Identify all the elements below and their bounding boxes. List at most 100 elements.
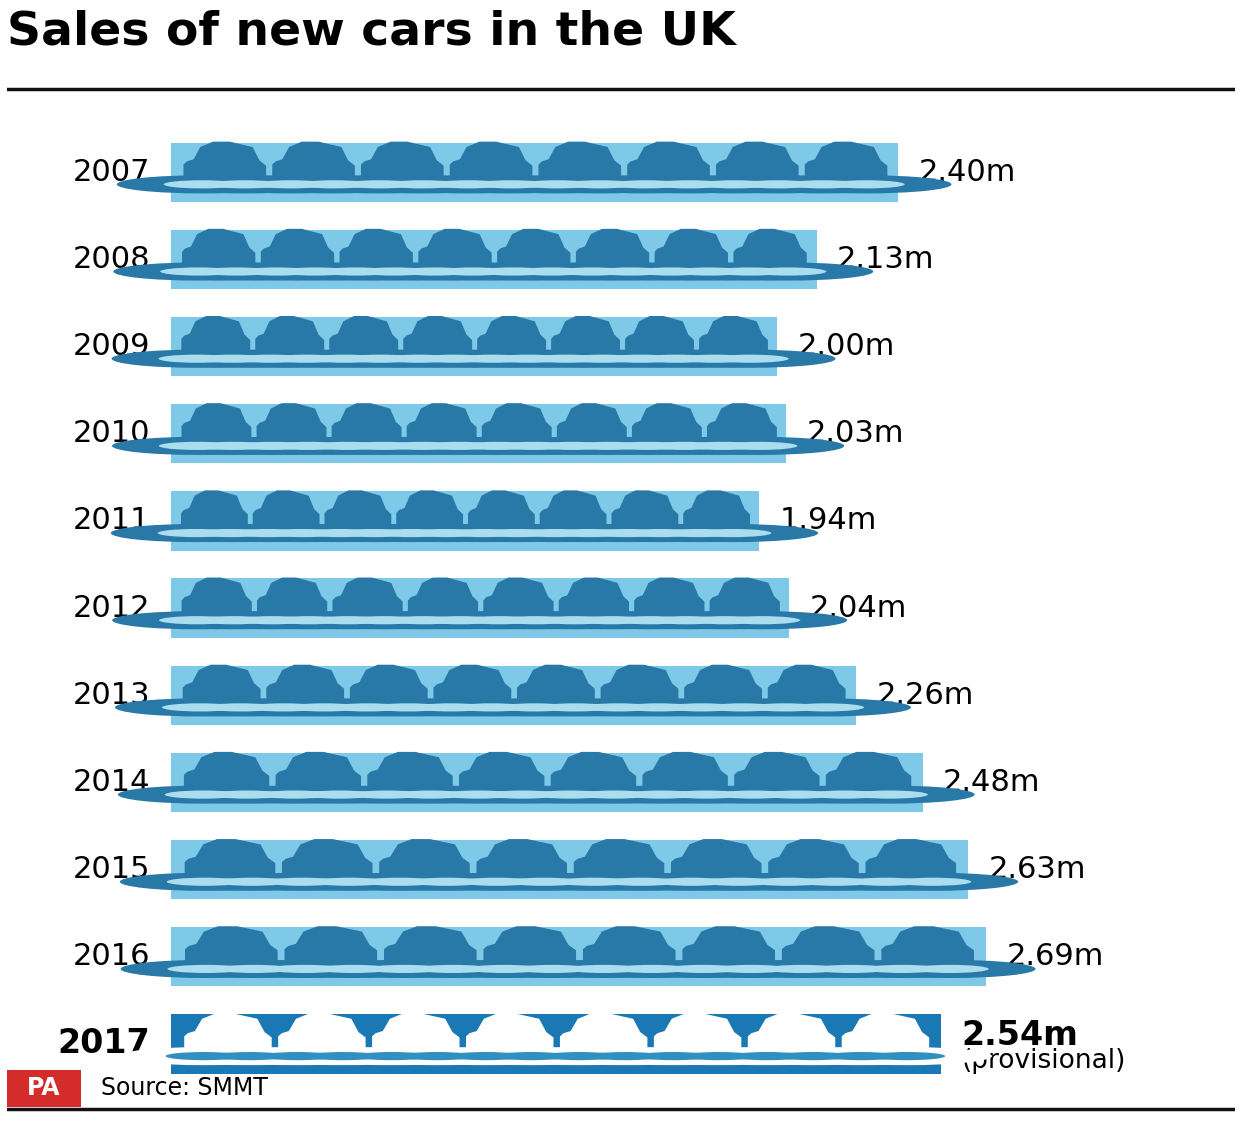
- Circle shape: [586, 262, 756, 280]
- Circle shape: [327, 524, 497, 542]
- Circle shape: [614, 524, 784, 542]
- Circle shape: [484, 785, 655, 803]
- Circle shape: [165, 1052, 242, 1060]
- Circle shape: [664, 965, 741, 973]
- Circle shape: [296, 350, 466, 368]
- Text: 2.54m: 2.54m: [961, 1019, 1078, 1052]
- Circle shape: [479, 529, 556, 537]
- Text: 2.69m: 2.69m: [1007, 943, 1104, 971]
- Text: 2009: 2009: [73, 332, 150, 361]
- Circle shape: [302, 785, 472, 803]
- Circle shape: [668, 791, 744, 799]
- Text: 1.94m: 1.94m: [780, 506, 877, 536]
- Circle shape: [504, 524, 674, 542]
- Circle shape: [230, 262, 401, 280]
- Circle shape: [260, 350, 430, 368]
- Circle shape: [704, 703, 780, 711]
- Circle shape: [650, 176, 820, 194]
- Circle shape: [565, 965, 642, 973]
- Circle shape: [262, 436, 432, 454]
- Polygon shape: [396, 490, 463, 536]
- Polygon shape: [477, 839, 568, 884]
- Circle shape: [621, 785, 791, 803]
- Circle shape: [345, 442, 422, 450]
- Polygon shape: [183, 228, 256, 274]
- Circle shape: [349, 262, 520, 280]
- Circle shape: [785, 180, 862, 188]
- Circle shape: [700, 878, 776, 885]
- Text: 2.26m: 2.26m: [877, 681, 974, 710]
- Circle shape: [460, 442, 535, 450]
- Circle shape: [484, 791, 561, 799]
- Circle shape: [334, 350, 504, 368]
- Circle shape: [199, 699, 369, 717]
- Circle shape: [348, 791, 425, 799]
- Circle shape: [214, 878, 291, 885]
- Circle shape: [160, 176, 330, 194]
- Circle shape: [159, 354, 235, 362]
- Polygon shape: [185, 926, 278, 972]
- Circle shape: [224, 611, 395, 629]
- Circle shape: [166, 878, 243, 885]
- Bar: [170, 753, 923, 812]
- Circle shape: [323, 699, 493, 717]
- Circle shape: [458, 873, 630, 891]
- Circle shape: [640, 611, 811, 629]
- Circle shape: [660, 529, 737, 537]
- Circle shape: [787, 703, 864, 711]
- Circle shape: [473, 180, 550, 188]
- Circle shape: [384, 180, 461, 188]
- Polygon shape: [483, 926, 576, 972]
- Text: 2008: 2008: [72, 245, 150, 273]
- Circle shape: [551, 529, 627, 537]
- Circle shape: [632, 268, 709, 276]
- Circle shape: [517, 350, 688, 368]
- Polygon shape: [782, 926, 874, 972]
- Circle shape: [339, 611, 509, 629]
- Circle shape: [252, 180, 329, 188]
- Circle shape: [370, 703, 446, 711]
- Polygon shape: [466, 1014, 554, 1059]
- Circle shape: [671, 268, 748, 276]
- Circle shape: [537, 616, 612, 624]
- Circle shape: [294, 176, 465, 194]
- Circle shape: [545, 262, 715, 280]
- Polygon shape: [266, 665, 344, 710]
- Polygon shape: [707, 403, 777, 449]
- Circle shape: [664, 262, 835, 280]
- Circle shape: [160, 268, 237, 276]
- Circle shape: [496, 703, 573, 711]
- Circle shape: [514, 965, 591, 973]
- Polygon shape: [181, 577, 252, 623]
- Polygon shape: [574, 839, 664, 884]
- Circle shape: [373, 529, 450, 537]
- Polygon shape: [272, 142, 355, 187]
- Circle shape: [365, 699, 537, 717]
- Circle shape: [169, 960, 339, 978]
- Circle shape: [682, 1047, 852, 1065]
- Text: 2012: 2012: [73, 594, 150, 622]
- Circle shape: [301, 791, 378, 799]
- Circle shape: [517, 529, 594, 537]
- Circle shape: [195, 616, 272, 624]
- Text: PA: PA: [27, 1077, 61, 1100]
- Circle shape: [419, 960, 590, 978]
- Circle shape: [461, 616, 538, 624]
- Circle shape: [199, 268, 274, 276]
- Circle shape: [750, 878, 827, 885]
- Circle shape: [657, 699, 827, 717]
- Circle shape: [414, 611, 584, 629]
- Circle shape: [750, 268, 826, 276]
- Circle shape: [428, 262, 599, 280]
- Polygon shape: [882, 926, 974, 972]
- Circle shape: [739, 180, 816, 188]
- Circle shape: [202, 703, 279, 711]
- Polygon shape: [284, 926, 378, 972]
- Circle shape: [271, 616, 348, 624]
- Circle shape: [566, 960, 737, 978]
- Circle shape: [496, 442, 573, 450]
- Circle shape: [384, 442, 461, 450]
- Polygon shape: [373, 1014, 460, 1059]
- Circle shape: [537, 703, 614, 711]
- Circle shape: [366, 965, 443, 973]
